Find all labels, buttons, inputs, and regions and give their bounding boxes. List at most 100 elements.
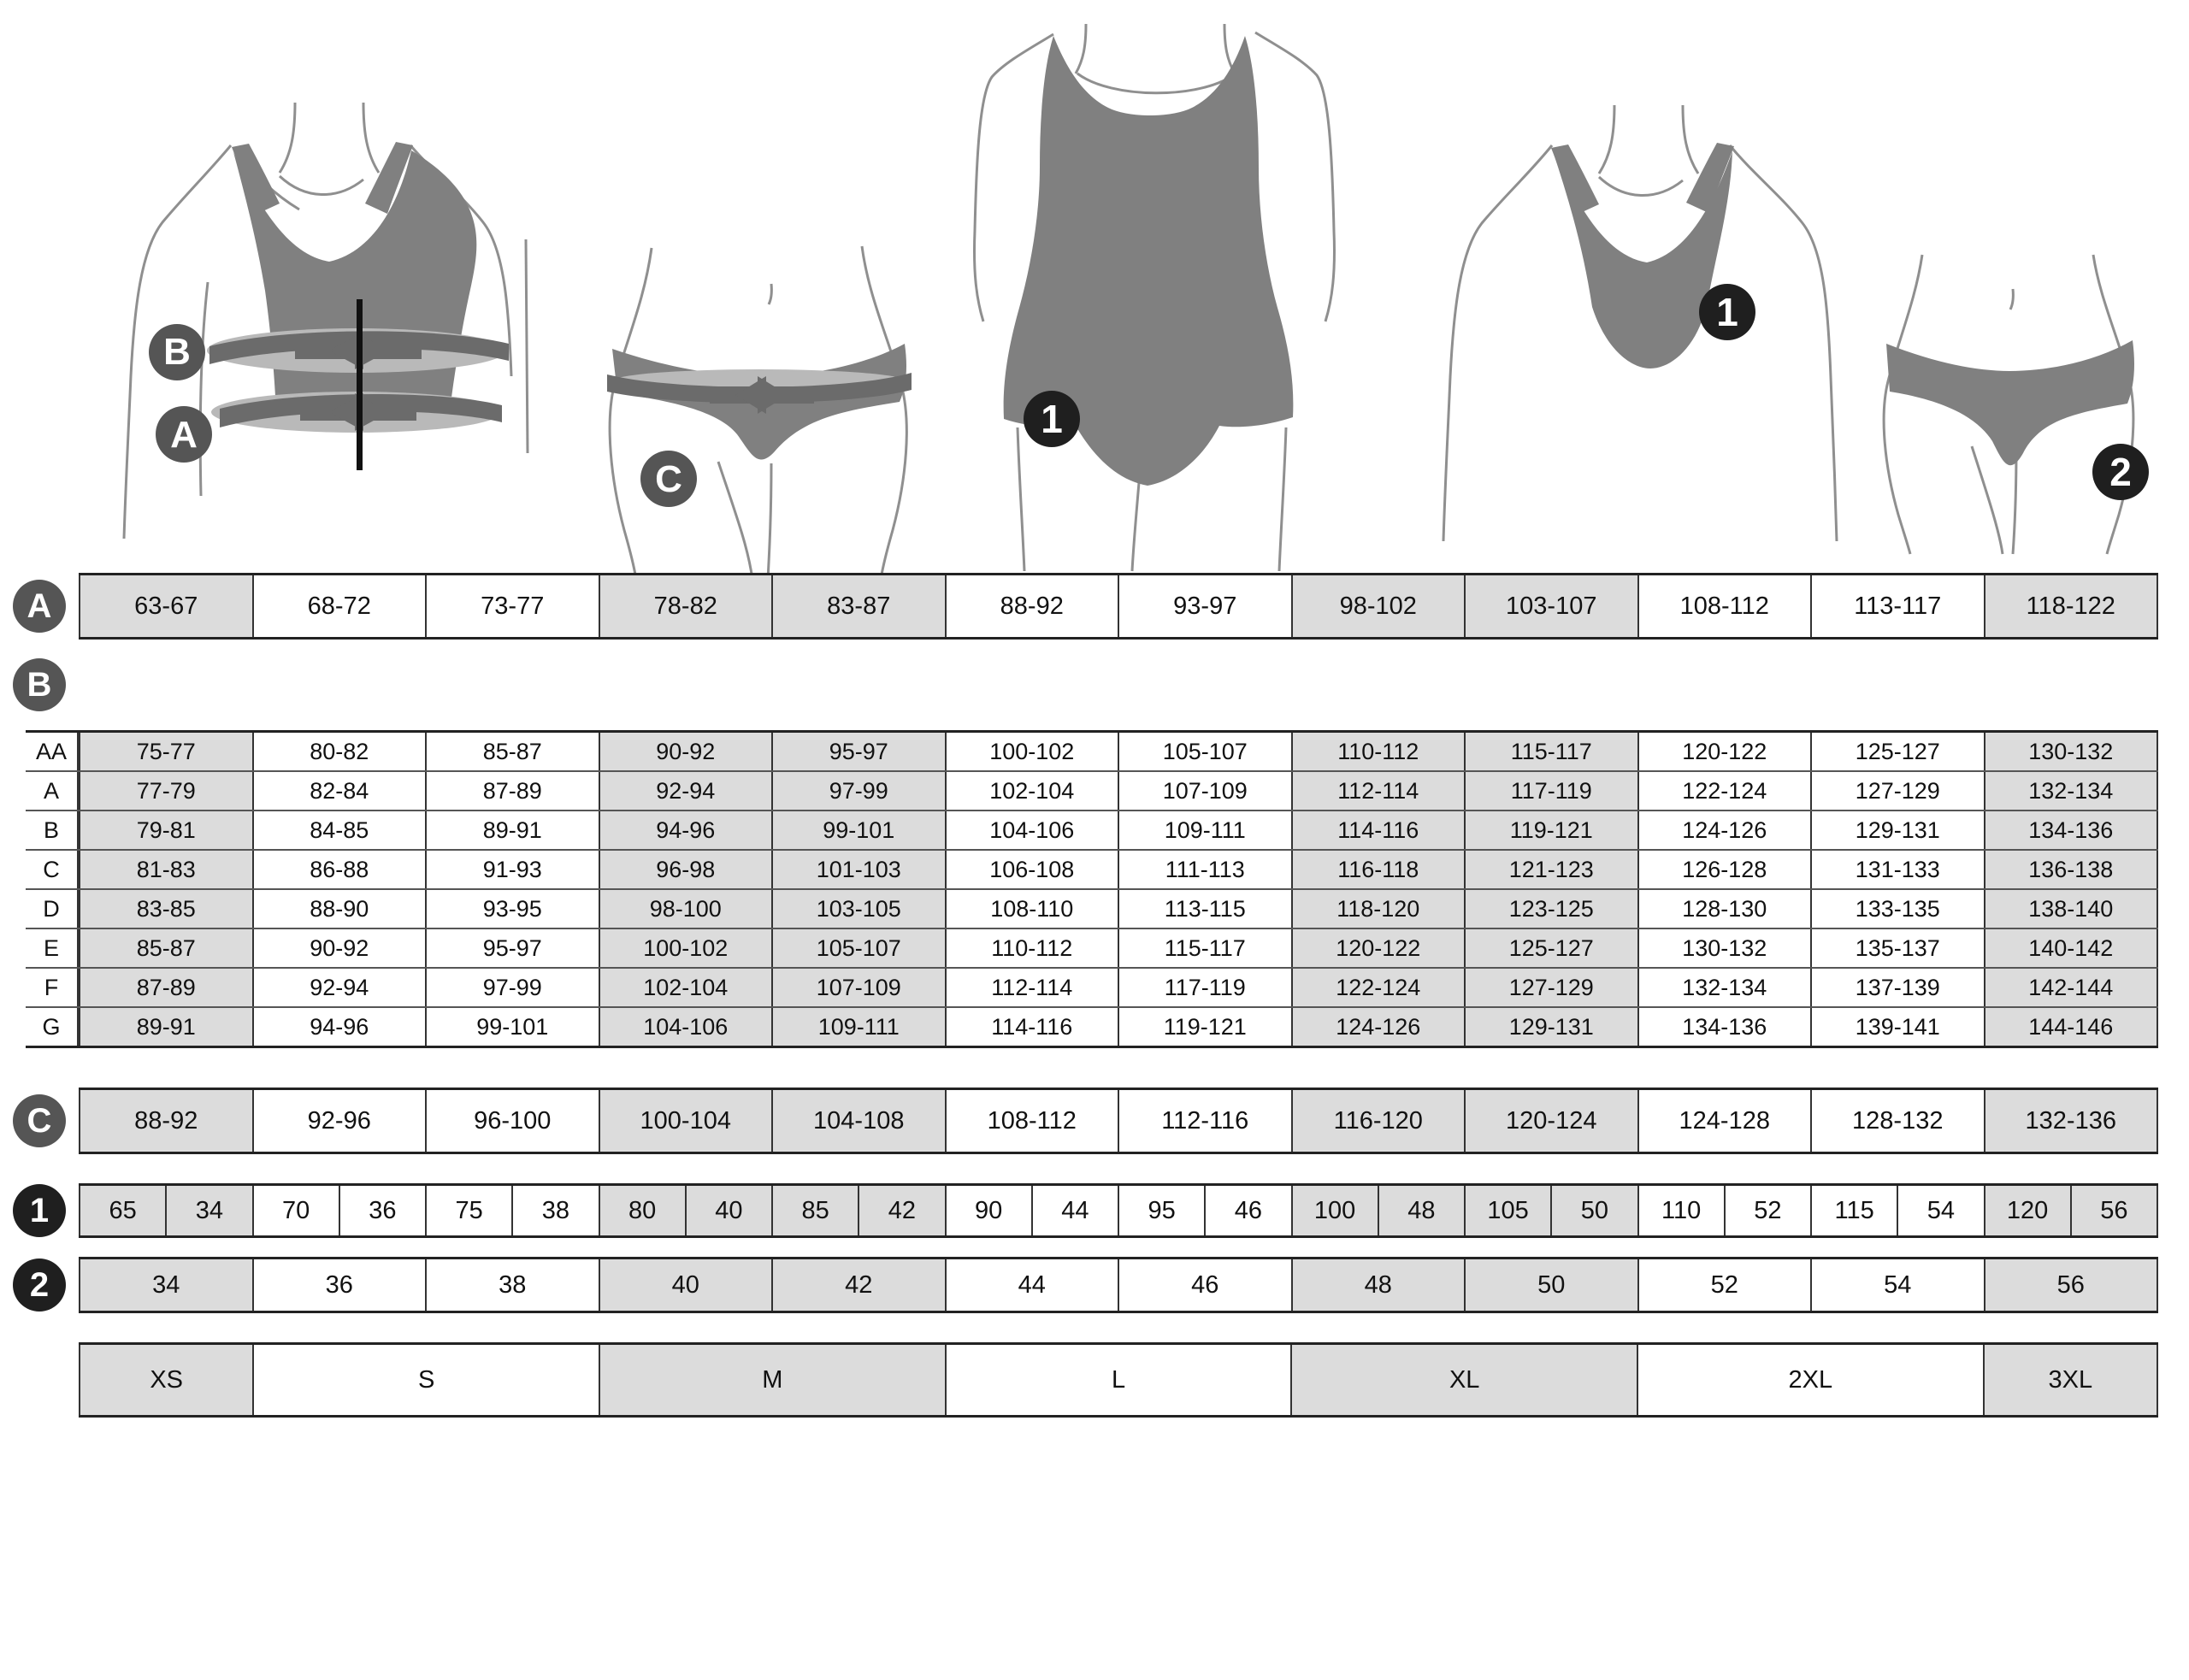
- row-a-cell: 118-122: [1983, 575, 2158, 637]
- row-b-cell: 113-115: [1118, 890, 1291, 928]
- row-a-cell: 113-117: [1810, 575, 1984, 637]
- row-b-cell: 108-110: [944, 890, 1118, 928]
- row-b-cell: 98-100: [598, 890, 771, 928]
- cup-size-label: AA: [26, 733, 79, 770]
- row-b-cell: 130-132: [1983, 733, 2158, 770]
- row-b-cell: 129-131: [1810, 811, 1984, 849]
- row-1-eu-cell: 105: [1466, 1186, 1551, 1235]
- row-letter-grid: XS S M L XL 2XL 3XL: [79, 1342, 2159, 1418]
- row-c-cell: 132-136: [1983, 1090, 2158, 1152]
- row-b-cell: 95-97: [771, 733, 945, 770]
- row-c-grid: 88-92 92-96 96-100 100-104 104-108 108-112 112…: [79, 1088, 2158, 1154]
- table-row: B 79-81 84-85 89-91 94-96 99-101 104-106 109-11…: [26, 811, 2158, 851]
- row-c-cell: 104-108: [771, 1090, 945, 1152]
- row-b-cell: 85-87: [79, 929, 252, 967]
- row-b-cell: 138-140: [1983, 890, 2158, 928]
- cup-size-label: E: [26, 929, 79, 967]
- row-1-intl-cell: 48: [1377, 1186, 1464, 1235]
- row-b-cell: 139-141: [1810, 1008, 1984, 1046]
- cup-size-label: G: [26, 1008, 79, 1046]
- cup-size-label: A: [26, 772, 79, 810]
- row-b-table-block: AA 75-77 80-82 85-87 90-92 95-97 100-102 105-10…: [0, 730, 2189, 1048]
- row-b-cell: 107-109: [1118, 772, 1291, 810]
- row-b-cell: 119-121: [1118, 1008, 1291, 1046]
- row-b-cell: 122-124: [1290, 969, 1464, 1006]
- row-b-cell: 92-94: [251, 969, 425, 1006]
- row-b-cell: 118-120: [1290, 890, 1464, 928]
- row-1-grid: 65 34 70 36 75 38 80 40 85 42 90 44 95 46 100 48 105 50 11…: [79, 1183, 2158, 1238]
- cup-size-label: B: [26, 811, 79, 849]
- row-b-cell: 117-119: [1118, 969, 1291, 1006]
- row-a-cell: 73-77: [425, 575, 599, 637]
- row-b-cell: 127-129: [1810, 772, 1984, 810]
- row-b-cell: 83-85: [79, 890, 252, 928]
- row-b-cell: 100-102: [944, 733, 1118, 770]
- row-b-cell: 79-81: [79, 811, 252, 849]
- row-c-cell: 92-96: [251, 1090, 425, 1152]
- row-b-cell: 85-87: [425, 733, 599, 770]
- label-circle-c: C: [13, 1094, 66, 1147]
- row-1-intl-cell: 52: [1723, 1186, 1810, 1235]
- row-1-intl-cell: 36: [338, 1186, 425, 1235]
- svg-text:2: 2: [2109, 450, 2132, 494]
- row-a-cell: 83-87: [771, 575, 945, 637]
- row-1: 1 65 34 70 36 75 38 80 40 85 42 90 44 95 46 100 48 105 50…: [0, 1183, 2189, 1238]
- row-1-eu-cell: 85: [773, 1186, 858, 1235]
- row-b-cell: 91-93: [425, 851, 599, 888]
- row-b-cell: 134-136: [1983, 811, 2158, 849]
- row-a-cell: 103-107: [1464, 575, 1637, 637]
- size-tables: A 63-67 68-72 73-77 78-82 83-87 88-92 93-97 98-…: [0, 573, 2189, 1418]
- figure-label-b: B: [149, 324, 205, 380]
- row-a-cell: 93-97: [1118, 575, 1291, 637]
- row-b-cell: 119-121: [1464, 811, 1637, 849]
- row-letter-sizes: XS S M L XL 2XL 3XL: [0, 1342, 2189, 1418]
- row-2-cell: 54: [1810, 1259, 1984, 1311]
- letter-size-cell: XS: [79, 1345, 253, 1415]
- row-2-grid: 34 36 38 40 42 44 46 48 50 52 54 56: [79, 1257, 2158, 1313]
- letter-size-cell: L: [944, 1345, 1291, 1415]
- hip-figure: C: [590, 239, 949, 581]
- row-1-eu-cell: 100: [1292, 1186, 1378, 1235]
- figure-label-a: A: [156, 406, 212, 463]
- row-c-cell: 96-100: [425, 1090, 599, 1152]
- row-b-cell: 102-104: [944, 772, 1118, 810]
- row-b-cell: 87-89: [425, 772, 599, 810]
- row-2-cell: 40: [598, 1259, 771, 1311]
- row-b-cell: 90-92: [598, 733, 771, 770]
- row-1-eu-cell: 95: [1119, 1186, 1205, 1235]
- letter-size-cell: M: [599, 1345, 945, 1415]
- row-b-cell: 123-125: [1464, 890, 1637, 928]
- row-b-cell: 106-108: [944, 851, 1118, 888]
- row-b-cell: 115-117: [1464, 733, 1637, 770]
- row-2-cell: 44: [944, 1259, 1118, 1311]
- row-2-cell: 48: [1290, 1259, 1464, 1311]
- row-c-cell: 120-124: [1464, 1090, 1637, 1152]
- row-b-cell: 104-106: [598, 1008, 771, 1046]
- row-b-cell: 132-134: [1983, 772, 2158, 810]
- row-b-cell: 120-122: [1290, 929, 1464, 967]
- row-b-cell: 128-130: [1637, 890, 1810, 928]
- row-b-cell: 115-117: [1118, 929, 1291, 967]
- row-b-cell: 124-126: [1637, 811, 1810, 849]
- row-1-intl-cell: 56: [2069, 1186, 2157, 1235]
- cup-size-label: D: [26, 890, 79, 928]
- row-b-cell: 130-132: [1637, 929, 1810, 967]
- row-b-cell: 94-96: [598, 811, 771, 849]
- figure-label-c: C: [640, 451, 697, 507]
- row-b-cell: 136-138: [1983, 851, 2158, 888]
- row-b-cell: 134-136: [1637, 1008, 1810, 1046]
- row-1-eu-cell: 70: [253, 1186, 339, 1235]
- row-b-label-block: B: [0, 658, 2189, 711]
- row-1-eu-cell: 80: [599, 1186, 685, 1235]
- row-b-cell: 126-128: [1637, 851, 1810, 888]
- row-b-cell: 102-104: [598, 969, 771, 1006]
- row-b-cell: 110-112: [944, 929, 1118, 967]
- row-b-cell: 89-91: [79, 1008, 252, 1046]
- row-1-intl-cell: 46: [1204, 1186, 1291, 1235]
- row-2-cell: 42: [771, 1259, 945, 1311]
- label-circle-1: 1: [13, 1184, 66, 1237]
- row-a-cell: 88-92: [944, 575, 1118, 637]
- row-1-intl-cell: 50: [1550, 1186, 1637, 1235]
- row-b-cell: 105-107: [771, 929, 945, 967]
- svg-text:1: 1: [1041, 397, 1063, 441]
